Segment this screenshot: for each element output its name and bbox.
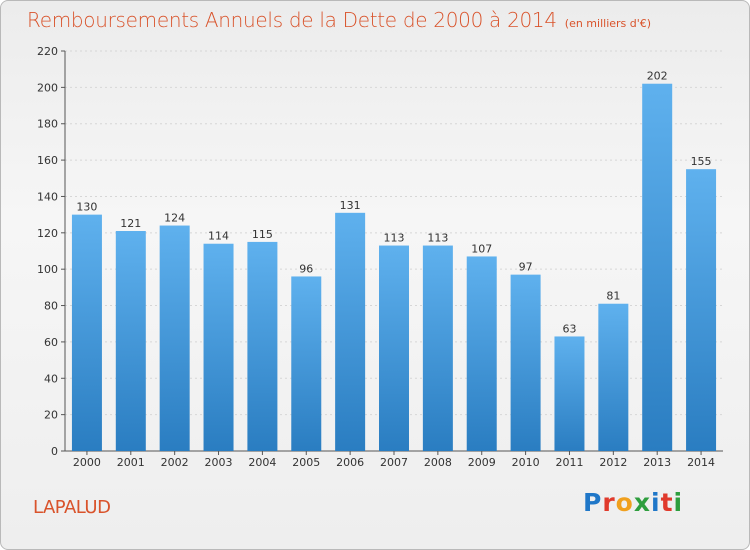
- bar-2007: [379, 245, 409, 451]
- x-tick-label-2012: 2012: [599, 456, 627, 469]
- value-label-2002: 124: [164, 212, 185, 225]
- x-tick-label-2005: 2005: [292, 456, 320, 469]
- value-label-2005: 96: [299, 262, 313, 275]
- bar-2008: [422, 245, 453, 451]
- axes: 0 20 40 60 80 100 120 140 160 180 200 220 2000 2001 20…: [37, 45, 723, 469]
- y-tick-label: 140: [37, 190, 58, 203]
- y-tick-label: 40: [44, 372, 58, 385]
- proxiti-logo: Proxiti: [583, 488, 683, 517]
- x-tick-label-2001: 2001: [117, 456, 145, 469]
- x-tick-label-2011: 2011: [555, 456, 583, 469]
- bar-2009: [466, 256, 497, 451]
- bar-2014: [686, 169, 717, 451]
- chart-title: Remboursements Annuels de la Dette de 20…: [27, 8, 557, 32]
- chart-unit: (en milliers d'€): [564, 17, 652, 30]
- logo-letter: x: [633, 488, 651, 517]
- x-tick-label-2002: 2002: [161, 456, 189, 469]
- bar-2001: [115, 231, 146, 451]
- value-label-2006: 131: [340, 199, 361, 212]
- x-tick-label-2008: 2008: [424, 456, 452, 469]
- value-label-2010: 97: [519, 261, 533, 274]
- bar-2004: [247, 241, 278, 451]
- y-tick-label: 100: [37, 263, 58, 276]
- value-label-2000: 130: [76, 201, 97, 214]
- logo-letter: o: [615, 488, 634, 517]
- commune-name: LAPALUD: [33, 497, 111, 518]
- bar-2010: [510, 274, 541, 451]
- x-tick-label-2000: 2000: [73, 456, 101, 469]
- logo-letter: i: [651, 488, 661, 517]
- bar-2013: [642, 83, 673, 452]
- y-tick-label: 20: [44, 409, 58, 422]
- logo-letter: i: [673, 488, 684, 517]
- bar-2003: [203, 243, 234, 451]
- y-tick-label: 220: [37, 45, 58, 58]
- bar-2000: [71, 214, 102, 451]
- y-tick-label: 0: [51, 445, 58, 458]
- x-tick-label-2010: 2010: [512, 456, 540, 469]
- value-label-2001: 121: [120, 217, 141, 230]
- chart-title-block: Remboursements Annuels de la Dette de 20…: [27, 8, 651, 32]
- logo-letter: r: [602, 488, 616, 517]
- value-label-2004: 115: [252, 228, 273, 241]
- x-tick-label-2007: 2007: [380, 456, 408, 469]
- value-label-2011: 63: [562, 322, 576, 335]
- y-tick-label: 120: [37, 227, 58, 240]
- value-label-2009: 107: [471, 242, 492, 255]
- logo-letter: t: [660, 488, 674, 517]
- value-labels: 130 121 124 114 115 96 131 113 113 107 97 63 81 202 15…: [76, 70, 711, 336]
- bars: [71, 83, 717, 452]
- y-tick-label: 200: [37, 81, 58, 94]
- y-tick-label: 60: [44, 336, 58, 349]
- value-label-2007: 113: [384, 232, 405, 245]
- value-label-2008: 113: [427, 232, 448, 245]
- y-tick-label: 160: [37, 154, 58, 167]
- bar-2012: [598, 303, 629, 451]
- value-label-2014: 155: [691, 155, 712, 168]
- bar-2005: [291, 276, 322, 451]
- value-label-2013: 202: [647, 70, 668, 83]
- bar-2002: [159, 225, 190, 451]
- value-label-2003: 114: [208, 230, 229, 243]
- x-tick-label-2009: 2009: [468, 456, 496, 469]
- logo-letter: P: [583, 488, 603, 517]
- value-label-2012: 81: [606, 290, 620, 303]
- x-tick-label-2013: 2013: [643, 456, 671, 469]
- y-tick-label: 80: [44, 300, 58, 313]
- bar-2006: [335, 212, 366, 451]
- x-tick-label-2006: 2006: [336, 456, 364, 469]
- bar-2011: [554, 336, 585, 451]
- x-tick-label-2004: 2004: [248, 456, 276, 469]
- y-tick-label: 180: [37, 118, 58, 131]
- x-tick-label-2003: 2003: [205, 456, 233, 469]
- x-tick-label-2014: 2014: [687, 456, 715, 469]
